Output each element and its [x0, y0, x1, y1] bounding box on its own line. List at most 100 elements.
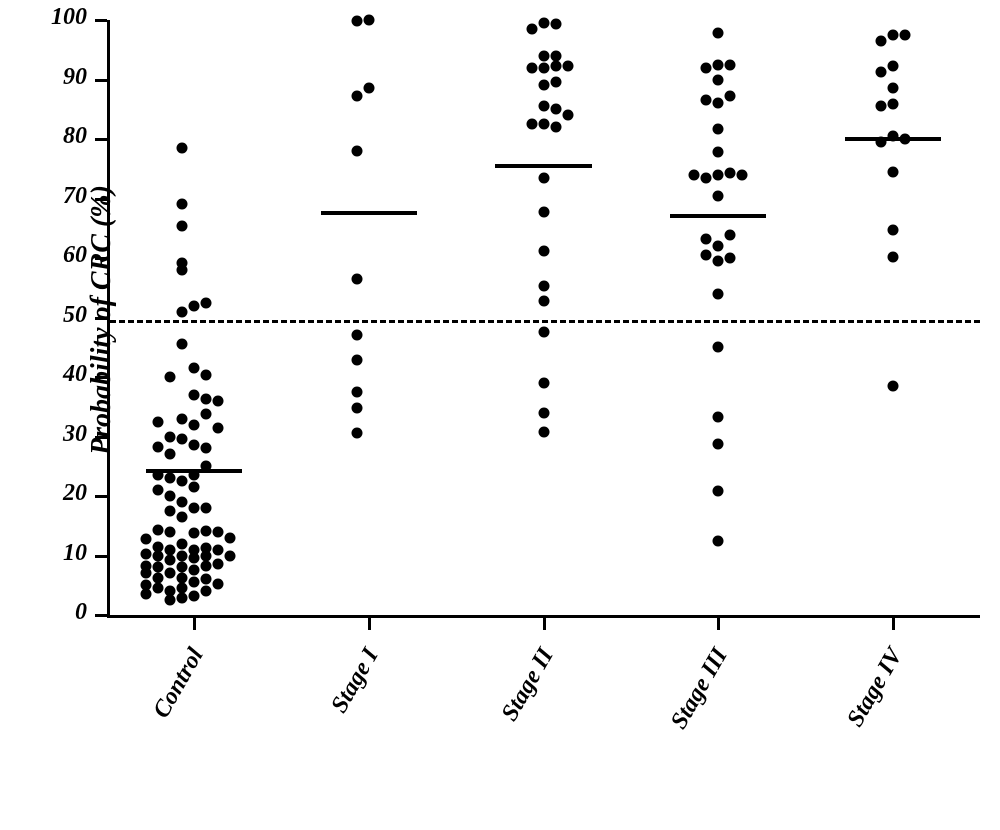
- data-point: [538, 62, 549, 73]
- data-point: [550, 60, 561, 71]
- x-tick: [892, 618, 895, 630]
- data-point: [538, 206, 549, 217]
- data-point: [875, 67, 886, 78]
- data-point: [141, 533, 152, 544]
- data-point: [526, 119, 537, 130]
- data-point: [225, 532, 236, 543]
- data-point: [363, 15, 374, 26]
- data-point: [701, 250, 712, 261]
- data-point: [713, 74, 724, 85]
- x-tick: [717, 618, 720, 630]
- data-point: [201, 408, 212, 419]
- y-tick-label: 70: [35, 183, 87, 210]
- data-point: [351, 386, 362, 397]
- data-point: [177, 199, 188, 210]
- data-point: [713, 169, 724, 180]
- data-point: [887, 61, 898, 72]
- x-tick-label: Stage II: [436, 644, 559, 830]
- data-point: [538, 327, 549, 338]
- data-point: [550, 104, 561, 115]
- data-point: [165, 568, 176, 579]
- y-tick-label: 40: [35, 361, 87, 388]
- data-point: [713, 147, 724, 158]
- data-point: [725, 59, 736, 70]
- data-point: [165, 544, 176, 555]
- data-point: [153, 442, 164, 453]
- data-point: [201, 560, 212, 571]
- data-point: [177, 550, 188, 561]
- data-point: [177, 476, 188, 487]
- data-point: [887, 99, 898, 110]
- data-point: [701, 95, 712, 106]
- data-point: [141, 588, 152, 599]
- median-line: [321, 211, 417, 215]
- y-tick-label: 20: [35, 480, 87, 507]
- y-tick: [95, 19, 107, 22]
- y-tick: [95, 317, 107, 320]
- data-point: [887, 83, 898, 94]
- data-point: [141, 568, 152, 579]
- data-point: [201, 443, 212, 454]
- data-point: [725, 90, 736, 101]
- data-point: [189, 527, 200, 538]
- data-point: [177, 538, 188, 549]
- data-point: [177, 142, 188, 153]
- data-point: [177, 264, 188, 275]
- data-point: [538, 17, 549, 28]
- data-point: [526, 62, 537, 73]
- data-point: [538, 50, 549, 61]
- x-tick-label: Stage I: [261, 644, 384, 830]
- data-point: [153, 524, 164, 535]
- data-point: [165, 473, 176, 484]
- data-point: [201, 574, 212, 585]
- data-point: [351, 355, 362, 366]
- y-tick: [95, 257, 107, 260]
- median-line: [670, 214, 766, 218]
- data-point: [689, 169, 700, 180]
- data-point: [189, 565, 200, 576]
- data-point: [725, 167, 736, 178]
- data-point: [899, 29, 910, 40]
- data-point: [713, 535, 724, 546]
- y-tick-label: 90: [35, 64, 87, 91]
- data-point: [201, 461, 212, 472]
- y-tick: [95, 138, 107, 141]
- data-point: [875, 35, 886, 46]
- data-point: [351, 427, 362, 438]
- data-point: [550, 19, 561, 30]
- x-tick-label: Stage III: [610, 644, 733, 830]
- data-point: [713, 59, 724, 70]
- data-point: [713, 124, 724, 135]
- data-point: [189, 300, 200, 311]
- data-point: [887, 131, 898, 142]
- y-tick: [95, 555, 107, 558]
- y-tick-label: 60: [35, 242, 87, 269]
- data-point: [899, 134, 910, 145]
- data-point: [213, 559, 224, 570]
- data-point: [887, 380, 898, 391]
- data-point: [351, 402, 362, 413]
- data-point: [201, 297, 212, 308]
- data-point: [887, 251, 898, 262]
- data-point: [165, 505, 176, 516]
- x-tick: [368, 618, 371, 630]
- data-point: [141, 549, 152, 560]
- data-point: [737, 169, 748, 180]
- x-tick-label: Control: [87, 644, 210, 830]
- data-point: [165, 526, 176, 537]
- data-point: [201, 394, 212, 405]
- data-point: [887, 30, 898, 41]
- data-point: [201, 586, 212, 597]
- data-point: [538, 172, 549, 183]
- data-point: [189, 590, 200, 601]
- data-point: [363, 83, 374, 94]
- data-point: [538, 101, 549, 112]
- data-point: [538, 80, 549, 91]
- data-point: [713, 411, 724, 422]
- data-point: [562, 110, 573, 121]
- data-point: [189, 470, 200, 481]
- data-point: [213, 395, 224, 406]
- data-point: [201, 502, 212, 513]
- data-point: [225, 550, 236, 561]
- data-point: [351, 273, 362, 284]
